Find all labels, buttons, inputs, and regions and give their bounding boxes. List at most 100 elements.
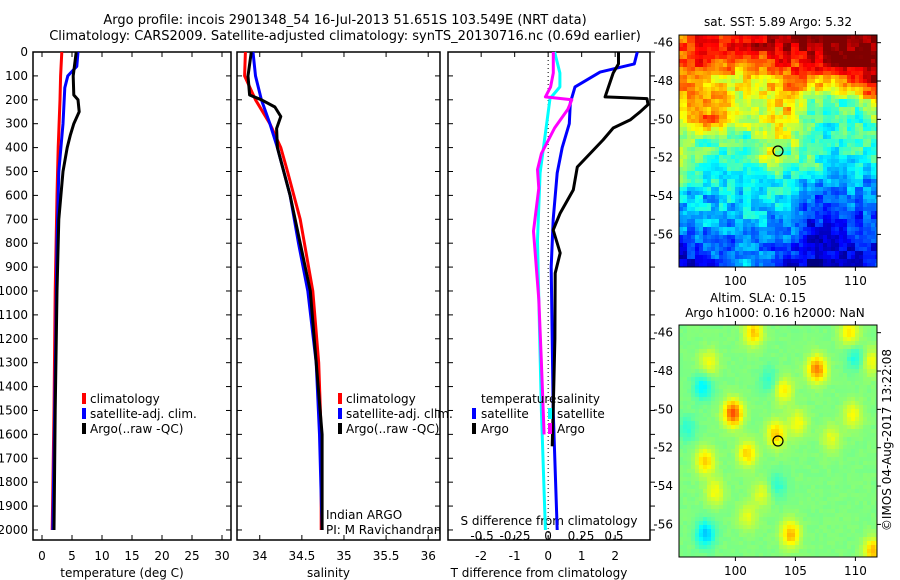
map-cell	[763, 211, 768, 216]
map-cell	[871, 55, 876, 60]
map-cell	[711, 107, 716, 112]
map-cell	[815, 123, 820, 128]
map-cell	[691, 263, 696, 268]
map-cell	[751, 247, 756, 252]
map-cell	[767, 215, 772, 220]
map-cell	[875, 251, 878, 256]
map-cell	[775, 445, 780, 450]
map-cell	[795, 39, 800, 44]
map-cell	[799, 63, 804, 68]
map-cell	[699, 159, 704, 164]
map-cell	[803, 123, 808, 128]
map-cell	[711, 259, 716, 264]
map-cell	[791, 187, 796, 192]
map-cell	[775, 417, 780, 422]
map-cell	[795, 373, 800, 378]
map-cell	[779, 453, 784, 458]
map-cell	[827, 39, 832, 44]
map-cell	[783, 35, 788, 40]
map-cell	[755, 39, 760, 44]
map-cell	[735, 159, 740, 164]
legend-swatch	[548, 408, 552, 419]
map-cell	[727, 207, 732, 212]
map-cell	[699, 457, 704, 462]
map-cell	[723, 381, 728, 386]
map-cell	[835, 453, 840, 458]
map-cell	[847, 385, 852, 390]
map-cell	[683, 223, 688, 228]
map-cell	[859, 35, 864, 40]
map-cell	[847, 139, 852, 144]
map-cell	[843, 103, 848, 108]
map-cell	[867, 421, 872, 426]
figure-title-line1: Argo profile: incois 2901348_54 16-Jul-2…	[103, 13, 587, 28]
map-cell	[767, 365, 772, 370]
map-cell	[783, 353, 788, 358]
map-cell	[875, 195, 878, 200]
map-cell	[691, 417, 696, 422]
map-cell	[715, 227, 720, 232]
map-cell	[731, 417, 736, 422]
map-cell	[779, 119, 784, 124]
map-cell	[727, 247, 732, 252]
map-cell	[767, 235, 772, 240]
map-cell	[687, 465, 692, 470]
map-cell	[763, 377, 768, 382]
map-cell	[727, 325, 732, 330]
map-cell	[679, 421, 684, 426]
map-cell	[739, 139, 744, 144]
map-cell	[851, 151, 856, 156]
map-cell	[731, 413, 736, 418]
map-cell	[711, 263, 716, 268]
map-cell	[731, 441, 736, 446]
map-cell	[699, 139, 704, 144]
map-cell	[815, 95, 820, 100]
map-cell	[859, 207, 864, 212]
map-cell	[847, 151, 852, 156]
map-cell	[819, 255, 824, 260]
map-cell	[783, 445, 788, 450]
map-cell	[803, 59, 808, 64]
map-cell	[691, 465, 696, 470]
map-cell	[851, 223, 856, 228]
map-cell	[779, 461, 784, 466]
map-cell	[803, 107, 808, 112]
map-cell	[683, 239, 688, 244]
map-cell	[723, 243, 728, 248]
map-cell	[855, 67, 860, 72]
map-cell	[807, 369, 812, 374]
map-cell	[683, 83, 688, 88]
map-cell	[815, 373, 820, 378]
map-cell	[787, 345, 792, 350]
map-cell	[815, 251, 820, 256]
map-cell	[743, 75, 748, 80]
map-cell	[819, 151, 824, 156]
map-cell	[839, 171, 844, 176]
map-cell	[791, 425, 796, 430]
map-cell	[871, 235, 876, 240]
map-cell	[839, 87, 844, 92]
map-cell	[787, 449, 792, 454]
map-cell	[763, 119, 768, 124]
map-cell	[795, 111, 800, 116]
map-cell	[839, 239, 844, 244]
map-cell	[863, 453, 868, 458]
map-cell	[683, 35, 688, 40]
map-cell	[723, 211, 728, 216]
map-cell	[679, 215, 684, 220]
map-cell	[755, 79, 760, 84]
map-cell	[823, 373, 828, 378]
map-cell	[735, 385, 740, 390]
map-cell	[795, 437, 800, 442]
map-cell	[771, 337, 776, 342]
map-cell	[799, 461, 804, 466]
map-cell	[687, 425, 692, 430]
map-cell	[811, 155, 816, 160]
map-cell	[763, 247, 768, 252]
map-cell	[871, 337, 876, 342]
map-cell	[795, 43, 800, 48]
map-cell	[791, 111, 796, 116]
map-cell	[767, 95, 772, 100]
map-cell	[763, 175, 768, 180]
map-cell	[791, 353, 796, 358]
